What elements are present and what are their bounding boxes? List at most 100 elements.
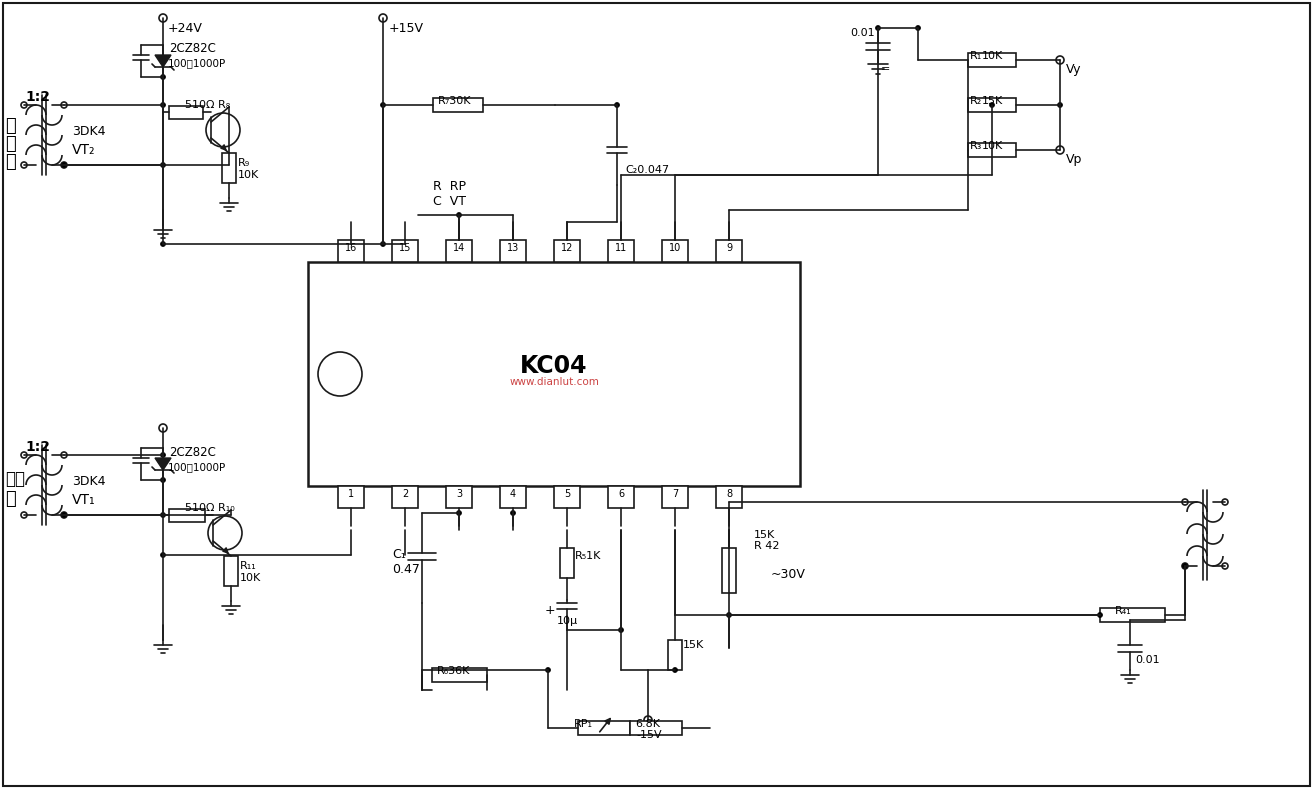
Circle shape: [1222, 499, 1228, 505]
Text: 4: 4: [509, 489, 516, 499]
Bar: [500, 486, 527, 508]
Text: C  VT: C VT: [433, 195, 466, 208]
Text: 9: 9: [726, 243, 733, 253]
Bar: [668, 640, 681, 670]
Circle shape: [60, 162, 67, 168]
Circle shape: [1057, 103, 1062, 107]
Circle shape: [160, 103, 165, 107]
Text: 1: 1: [348, 489, 355, 499]
Bar: [225, 556, 238, 586]
Bar: [561, 548, 574, 578]
Bar: [393, 240, 418, 262]
Bar: [630, 721, 681, 735]
Text: 8: 8: [726, 489, 733, 499]
Circle shape: [545, 667, 550, 672]
Text: 7: 7: [672, 489, 678, 499]
Text: 14: 14: [453, 243, 465, 253]
Circle shape: [160, 513, 165, 518]
Circle shape: [672, 667, 678, 672]
Circle shape: [160, 477, 165, 483]
Text: Vp: Vp: [1066, 153, 1082, 166]
Bar: [722, 548, 737, 593]
Text: R₄₁: R₄₁: [1115, 606, 1132, 616]
Text: C₁: C₁: [393, 548, 406, 561]
Text: R₃: R₃: [970, 141, 982, 151]
Bar: [968, 98, 1016, 112]
Text: 2: 2: [402, 489, 408, 499]
Circle shape: [160, 552, 165, 558]
Text: 15: 15: [399, 243, 411, 253]
Text: 100～1000P: 100～1000P: [168, 462, 226, 472]
Text: C₂0.047: C₂0.047: [625, 165, 670, 175]
Text: 6: 6: [618, 489, 624, 499]
Text: 15K: 15K: [754, 530, 775, 540]
Text: 10K: 10K: [982, 51, 1003, 61]
Bar: [500, 240, 527, 262]
Text: 12: 12: [561, 243, 574, 253]
Circle shape: [21, 162, 28, 168]
Text: 0.47: 0.47: [393, 563, 420, 576]
Text: +: +: [545, 604, 555, 617]
Circle shape: [159, 424, 167, 432]
Polygon shape: [155, 458, 171, 470]
Text: 2CZ82C: 2CZ82C: [169, 42, 215, 55]
Circle shape: [643, 716, 653, 724]
Circle shape: [160, 163, 165, 167]
Text: R₇30K: R₇30K: [439, 96, 471, 106]
Text: 10K: 10K: [982, 141, 1003, 151]
Circle shape: [60, 512, 67, 518]
Circle shape: [21, 512, 28, 518]
Circle shape: [1182, 499, 1188, 505]
Circle shape: [915, 25, 920, 31]
Bar: [608, 486, 634, 508]
Text: 出: 出: [5, 153, 16, 171]
Text: 0.01: 0.01: [1134, 655, 1159, 665]
Circle shape: [160, 74, 165, 80]
Text: 0.01: 0.01: [850, 28, 874, 38]
Circle shape: [1056, 56, 1064, 64]
Text: -15V: -15V: [635, 730, 662, 740]
Text: 5: 5: [563, 489, 570, 499]
Circle shape: [511, 510, 516, 515]
Text: 1:2: 1:2: [25, 440, 50, 454]
Text: RP₁: RP₁: [574, 719, 593, 729]
Circle shape: [379, 14, 387, 22]
Bar: [1100, 608, 1165, 622]
Text: R₁: R₁: [970, 51, 982, 61]
Text: +24V: +24V: [168, 22, 204, 35]
Circle shape: [160, 241, 165, 246]
Text: 6.8K: 6.8K: [635, 719, 660, 729]
Text: 3DK4: 3DK4: [72, 125, 105, 138]
Circle shape: [21, 102, 28, 108]
Circle shape: [381, 241, 386, 246]
Circle shape: [318, 352, 362, 396]
Text: R₆36K: R₆36K: [437, 666, 470, 676]
Text: 负: 负: [5, 117, 16, 135]
Text: 100～1000P: 100～1000P: [168, 58, 226, 68]
Circle shape: [1183, 563, 1187, 569]
Text: +15V: +15V: [389, 22, 424, 35]
Text: 15K: 15K: [683, 640, 704, 650]
Circle shape: [1056, 146, 1064, 154]
Bar: [662, 240, 688, 262]
Circle shape: [1098, 612, 1103, 618]
Circle shape: [614, 103, 620, 107]
Circle shape: [1182, 563, 1188, 569]
Circle shape: [207, 516, 242, 550]
Text: 3: 3: [456, 489, 462, 499]
Circle shape: [381, 103, 386, 107]
Text: 15K: 15K: [982, 96, 1003, 106]
Text: 16: 16: [345, 243, 357, 253]
Bar: [716, 240, 742, 262]
Circle shape: [21, 452, 28, 458]
Bar: [968, 143, 1016, 157]
Bar: [554, 240, 580, 262]
Bar: [337, 240, 364, 262]
Text: 1:2: 1:2: [25, 90, 50, 104]
Bar: [222, 153, 236, 183]
Bar: [716, 486, 742, 508]
Text: 10μ: 10μ: [557, 616, 578, 626]
Circle shape: [726, 612, 731, 618]
Circle shape: [457, 510, 461, 515]
Circle shape: [618, 627, 624, 633]
